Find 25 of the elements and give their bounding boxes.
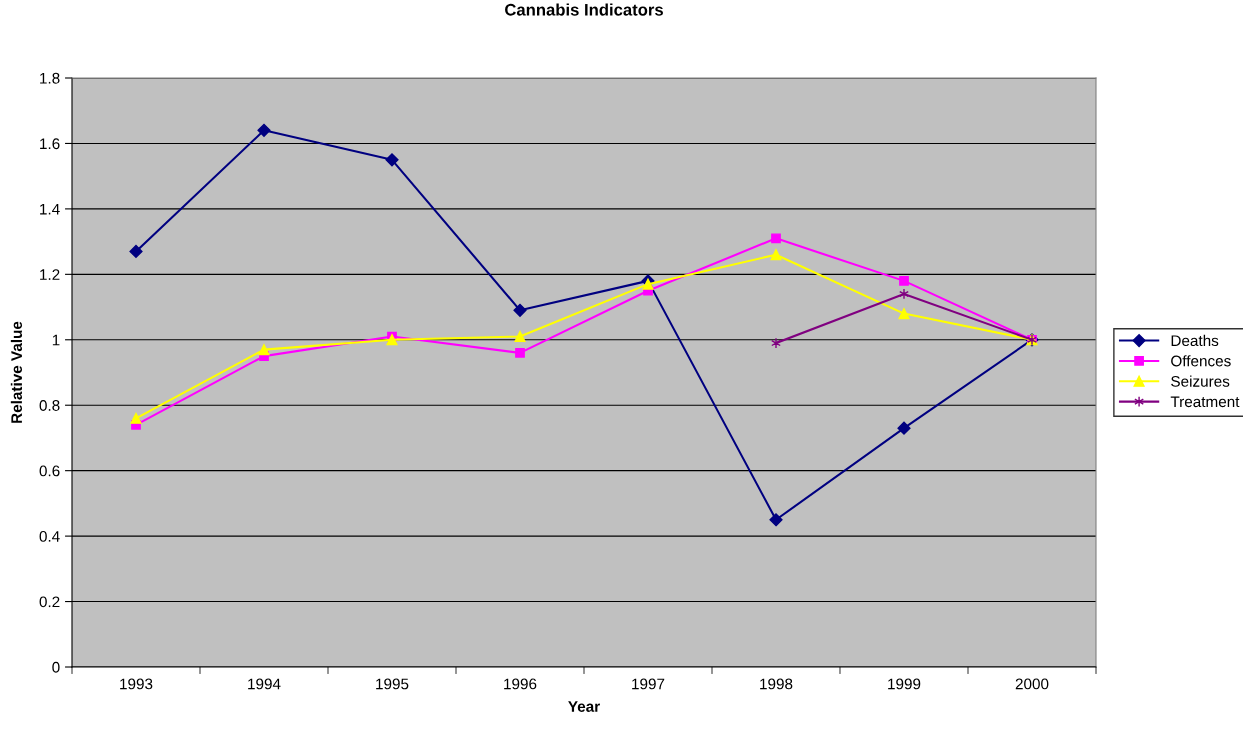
x-tick-label: 1996 bbox=[504, 678, 537, 690]
y-tick-label: 0.2 bbox=[39, 596, 60, 608]
y-tick-label: 1 bbox=[52, 334, 60, 346]
y-tick-label: 1.8 bbox=[40, 72, 60, 84]
legend-label: Treatment bbox=[1170, 396, 1240, 408]
legend-label: Offences bbox=[1171, 355, 1231, 367]
x-axis-title: Year bbox=[568, 701, 600, 712]
x-tick-label: 1993 bbox=[120, 678, 153, 690]
y-tick-label: 0.6 bbox=[39, 465, 60, 477]
x-tick-label: 1994 bbox=[248, 678, 281, 690]
y-tick-label: 0 bbox=[52, 661, 60, 673]
x-tick-label: 1998 bbox=[760, 678, 793, 690]
y-axis-title: Relative Value bbox=[10, 321, 23, 423]
legend-label: Seizures bbox=[1171, 375, 1230, 387]
y-tick-label: 1.2 bbox=[40, 269, 60, 280]
legend-label: Deaths bbox=[1171, 334, 1219, 347]
y-tick-label: 1.6 bbox=[40, 138, 60, 150]
y-tick-label: 0.4 bbox=[39, 530, 60, 542]
x-tick-label: 2000 bbox=[1015, 678, 1049, 690]
y-tick-label: 1.4 bbox=[40, 203, 60, 215]
x-tick-label: 1995 bbox=[376, 678, 409, 690]
x-tick-label: 1997 bbox=[632, 678, 665, 690]
chart-title: Cannabis Indicators bbox=[505, 3, 663, 16]
y-tick-label: 0.8 bbox=[39, 400, 60, 411]
x-tick-label: 1999 bbox=[888, 678, 921, 690]
